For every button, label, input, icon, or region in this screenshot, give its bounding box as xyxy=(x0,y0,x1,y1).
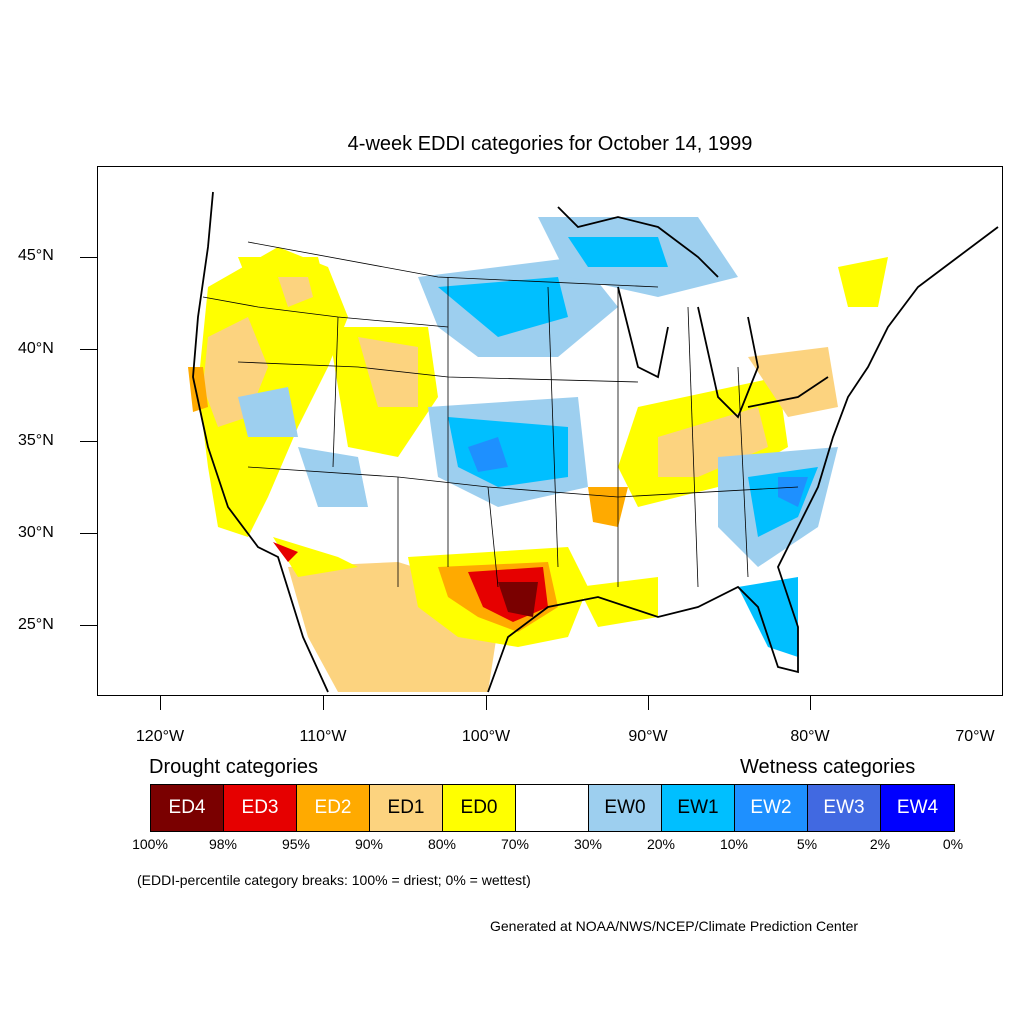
lon-tick xyxy=(160,696,161,710)
lat-tick xyxy=(80,533,97,534)
lon-tick xyxy=(648,696,649,710)
map-panel xyxy=(97,166,1003,696)
lat-tick xyxy=(80,441,97,442)
lon-label-100: 100°W xyxy=(461,728,511,745)
percent-break-label: 95% xyxy=(281,836,311,852)
lon-label-70: 70°W xyxy=(955,728,995,745)
lon-label-120: 120°W xyxy=(135,728,185,745)
legend-box-normal xyxy=(516,785,589,831)
legend-box-ed3: ED3 xyxy=(224,785,297,831)
lon-label-110: 110°W xyxy=(299,728,347,745)
lat-label-25: 25°N xyxy=(18,616,54,633)
legend-box-ew2: EW2 xyxy=(735,785,808,831)
lat-label-45: 45°N xyxy=(18,247,54,264)
percent-break-label: 100% xyxy=(132,836,168,852)
percent-break-label: 90% xyxy=(354,836,384,852)
legend-box-ew3: EW3 xyxy=(808,785,881,831)
legend-box-ed1: ED1 xyxy=(370,785,443,831)
map-title: 4-week EDDI categories for October 14, 1… xyxy=(347,133,753,155)
lat-label-30: 30°N xyxy=(18,524,54,541)
eddi-shading xyxy=(188,217,888,692)
credit-text: Generated at NOAA/NWS/NCEP/Climate Predi… xyxy=(490,918,859,934)
state-borders xyxy=(202,241,799,588)
legend-box-ed0: ED0 xyxy=(443,785,516,831)
lon-label-80: 80°W xyxy=(790,728,830,745)
legend-box-ew1: EW1 xyxy=(662,785,735,831)
wetness-categories-heading: Wetness categories xyxy=(740,756,916,778)
lat-label-35: 35°N xyxy=(18,432,54,449)
percent-break-label: 80% xyxy=(427,836,457,852)
percent-break-label: 70% xyxy=(500,836,530,852)
legend-box-ed2: ED2 xyxy=(297,785,370,831)
legend-box-ew4: EW4 xyxy=(881,785,954,831)
lat-tick xyxy=(80,349,97,350)
drought-categories-heading: Drought categories xyxy=(149,756,318,778)
lat-tick xyxy=(80,625,97,626)
lat-tick xyxy=(80,257,97,258)
percent-break-label: 98% xyxy=(208,836,238,852)
lon-label-90: 90°W xyxy=(628,728,668,745)
percent-break-label: 5% xyxy=(796,836,818,852)
lon-tick xyxy=(323,696,324,710)
percent-break-label: 20% xyxy=(646,836,676,852)
category-legend: ED4 ED3 ED2 ED1 ED0 EW0 EW1 EW2 EW3 EW4 xyxy=(150,784,955,832)
coastline xyxy=(192,191,999,693)
percent-break-label: 2% xyxy=(869,836,891,852)
percent-break-label: 30% xyxy=(573,836,603,852)
legend-box-ew0: EW0 xyxy=(589,785,662,831)
lon-tick xyxy=(486,696,487,710)
lon-tick xyxy=(810,696,811,710)
category-note: (EDDI-percentile category breaks: 100% =… xyxy=(137,872,531,888)
legend-box-ed4: ED4 xyxy=(151,785,224,831)
percent-break-label: 10% xyxy=(719,836,749,852)
eddi-map xyxy=(188,191,999,693)
percent-break-label: 0% xyxy=(942,836,964,852)
lat-label-40: 40°N xyxy=(18,340,54,357)
